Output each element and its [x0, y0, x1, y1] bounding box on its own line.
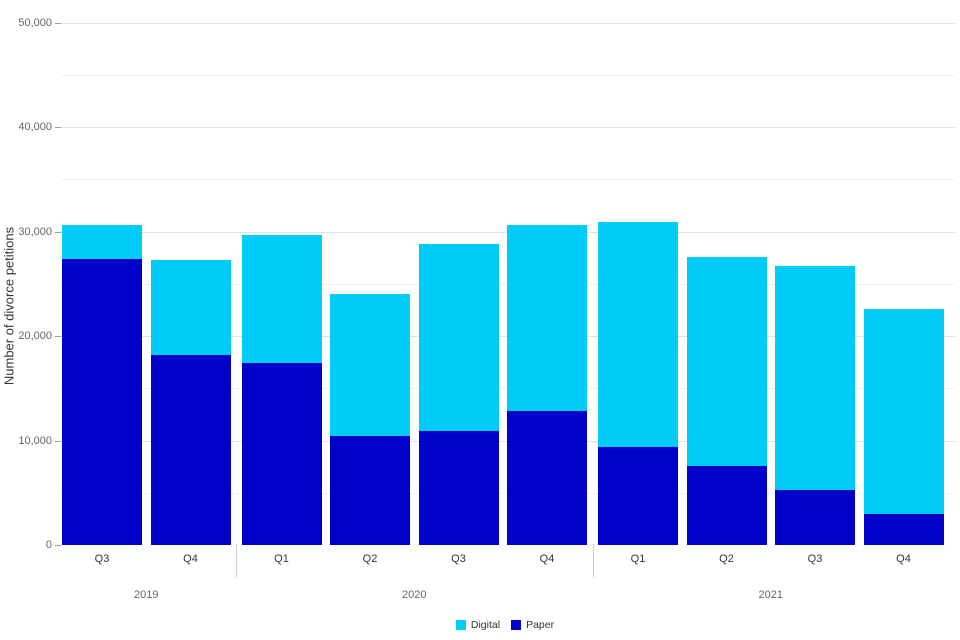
legend: Digital Paper: [50, 618, 960, 632]
quarter-label: Q4: [183, 553, 198, 565]
y-axis-tick-label: 0: [45, 539, 52, 551]
bar-paper-q3-2021[interactable]: [775, 489, 855, 545]
major-gridline: [61, 22, 955, 24]
legend-label-digital: Digital: [470, 619, 501, 631]
quarter-label: Q1: [274, 553, 289, 565]
bar-paper-q3-2020[interactable]: [418, 431, 499, 545]
quarter-label: Q4: [539, 553, 555, 565]
year-separator-line: [236, 544, 237, 577]
y-axis-tick: [55, 231, 61, 233]
y-axis-tick: [55, 127, 61, 128]
quarter-label: Q1: [630, 553, 646, 565]
minor-gridline: [61, 179, 955, 181]
y-axis-title: Number of divorce petitions: [1, 226, 17, 386]
y-axis-tick-label: 10,000: [18, 434, 52, 447]
bar-paper-q3-2019[interactable]: [62, 258, 142, 545]
bar-digital-q4-2020[interactable]: [507, 225, 587, 412]
major-gridline: [61, 127, 955, 128]
y-axis-tick-label: 40,000: [18, 121, 52, 133]
bar-digital-q3-2020[interactable]: [418, 244, 499, 432]
year-label: 2021: [758, 589, 783, 601]
quarter-label: Q3: [451, 553, 466, 565]
legend-item-paper[interactable]: Paper: [511, 619, 554, 631]
y-axis-tick: [55, 336, 61, 337]
bar-paper-q4-2020[interactable]: [507, 411, 587, 545]
quarter-label: Q3: [94, 553, 110, 565]
year-label: 2020: [402, 589, 427, 601]
bar-digital-q4-2019[interactable]: [150, 259, 231, 355]
y-axis-tick-label: 50,000: [18, 16, 52, 29]
legend-label-paper: Paper: [526, 619, 555, 631]
legend-item-digital[interactable]: Digital: [455, 619, 501, 631]
quarter-label: Q2: [719, 553, 734, 565]
minor-gridline: [61, 74, 955, 76]
quarter-label: Q4: [896, 553, 911, 565]
paper-swatch-icon: [511, 620, 522, 630]
bar-digital-q1-2021[interactable]: [598, 222, 678, 447]
bar-paper-q1-2020[interactable]: [241, 363, 322, 545]
y-axis-tick-label: 30,000: [18, 225, 52, 238]
bar-digital-q2-2020[interactable]: [330, 294, 410, 437]
bar-paper-q2-2020[interactable]: [330, 436, 410, 545]
bar-paper-q4-2019[interactable]: [150, 354, 231, 545]
y-axis-tick-label: 20,000: [18, 330, 52, 342]
y-axis-tick: [55, 440, 61, 442]
bar-digital-q4-2021[interactable]: [863, 308, 944, 514]
quarter-label: Q3: [807, 553, 823, 565]
bar-paper-q2-2021[interactable]: [686, 465, 767, 545]
y-axis-tick: [55, 545, 61, 546]
bar-digital-q1-2020[interactable]: [241, 234, 322, 364]
year-label: 2019: [134, 589, 159, 601]
quarter-label: Q2: [362, 553, 378, 565]
digital-swatch-icon: [455, 620, 466, 630]
bar-paper-q1-2021[interactable]: [598, 446, 678, 545]
bar-digital-q3-2021[interactable]: [775, 265, 855, 490]
bar-paper-q4-2021[interactable]: [863, 513, 944, 545]
bar-digital-q2-2021[interactable]: [686, 256, 767, 466]
year-separator-line: [593, 544, 594, 577]
y-axis-tick: [55, 22, 61, 24]
bar-digital-q3-2019[interactable]: [62, 225, 142, 259]
